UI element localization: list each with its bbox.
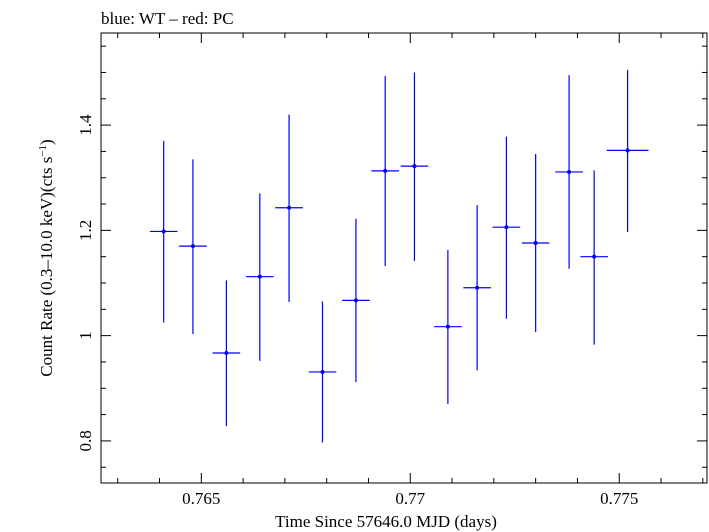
data-point <box>371 76 399 267</box>
y-tick-label: 1.2 <box>76 220 95 241</box>
y-axis-label-exponent: −1 <box>37 145 49 157</box>
data-marker <box>161 229 166 234</box>
y-tick-label: 1.4 <box>76 114 95 136</box>
data-point <box>492 136 521 319</box>
data-marker <box>504 225 509 230</box>
y-tick-label: 0.8 <box>76 430 95 451</box>
data-point <box>179 159 207 335</box>
data-marker <box>412 164 417 169</box>
axis-ticks <box>101 33 707 483</box>
data-marker <box>383 168 388 173</box>
data-point <box>246 193 274 361</box>
data-point <box>342 218 370 382</box>
chart-title: blue: WT – red: PC <box>101 9 234 28</box>
data-marker <box>257 274 262 279</box>
data-point <box>400 72 429 261</box>
data-point <box>434 249 462 405</box>
data-point <box>555 75 583 269</box>
y-axis-label: Count Rate (0.3–10.0 keV)(cts s−1) <box>37 139 56 376</box>
data-point <box>212 280 241 427</box>
data-point <box>149 140 178 323</box>
data-marker <box>567 169 572 174</box>
y-tick-label: 1 <box>76 331 95 340</box>
y-axis-label-main: Count Rate (0.3–10.0 keV)(cts s <box>37 157 56 377</box>
data-point <box>308 301 337 443</box>
data-marker <box>533 241 538 245</box>
data-marker <box>224 351 229 355</box>
data-point <box>463 205 491 371</box>
data-marker <box>625 148 630 153</box>
data-point <box>580 170 608 345</box>
data-marker <box>287 205 292 210</box>
y-axis-label-close: ) <box>37 139 56 145</box>
x-tick-label: 0.775 <box>600 489 638 508</box>
data-marker <box>353 298 358 303</box>
data-point <box>275 114 303 302</box>
x-tick-label: 0.77 <box>395 489 425 508</box>
x-axis-label: Time Since 57646.0 MJD (days) <box>275 512 497 531</box>
data-marker <box>320 369 325 374</box>
data-marker <box>475 285 480 290</box>
axis-tick-labels: 0.765 0.77 0.775 0.8 1 1.2 1.4 <box>76 114 638 508</box>
data-marks <box>149 69 649 443</box>
data-point <box>521 154 550 332</box>
data-marker <box>592 254 597 259</box>
data-marker <box>445 324 450 329</box>
data-point <box>606 69 649 232</box>
x-tick-label: 0.765 <box>182 489 220 508</box>
data-marker <box>190 244 195 249</box>
plot-frame <box>100 32 708 484</box>
